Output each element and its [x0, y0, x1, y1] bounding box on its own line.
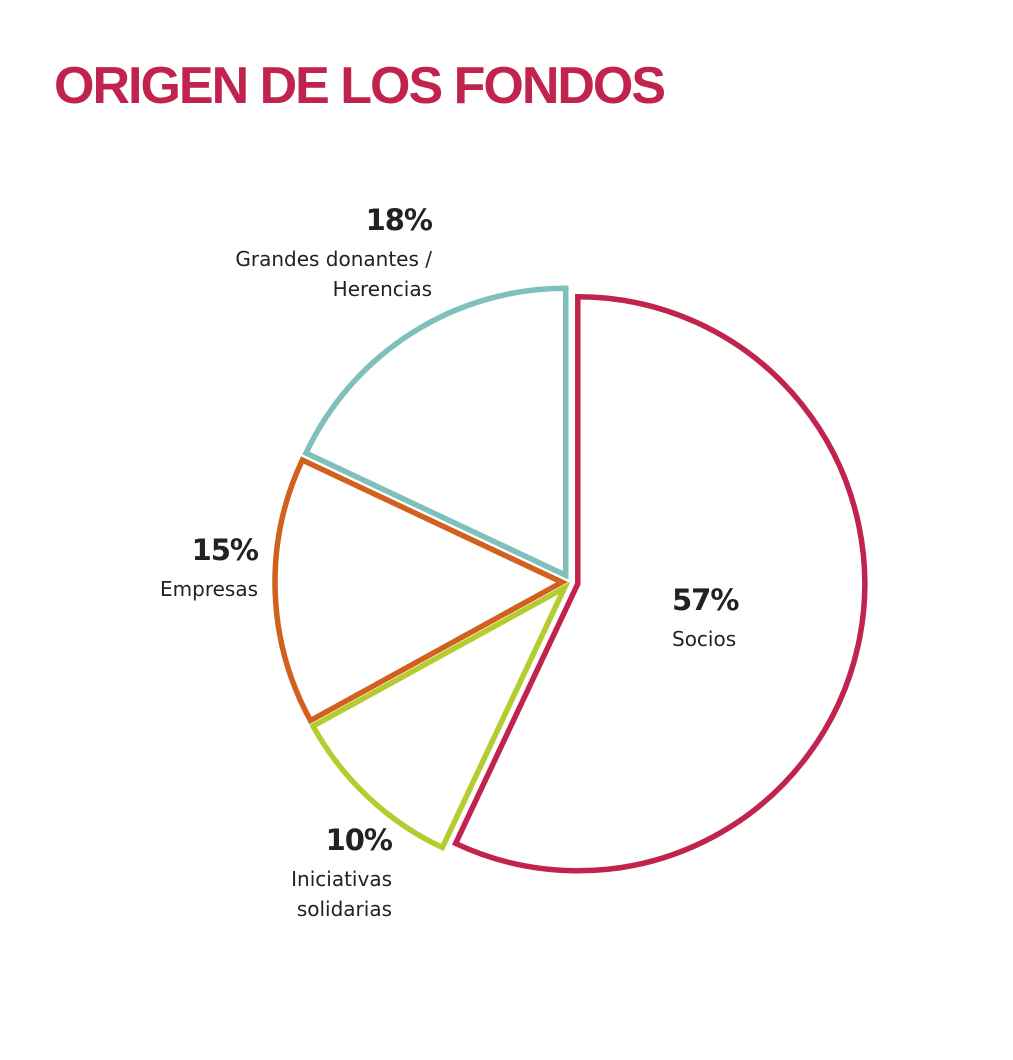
pie-slice	[309, 581, 571, 852]
pie-slice	[272, 456, 569, 725]
value-label: 10%	[325, 823, 393, 857]
value-label: 18%	[365, 203, 433, 237]
chart-title: ORIGEN DE LOS FONDOS	[54, 57, 666, 115]
value-label: 15%	[191, 533, 259, 567]
slice-label: 10% Iniciativas solidarias	[272, 822, 393, 924]
value-label: 57%	[672, 583, 739, 617]
category-label: Socios	[672, 627, 737, 651]
slice-label: 15% Empresas	[58, 532, 259, 604]
category-label: Empresas	[160, 577, 258, 601]
pie-slice	[451, 293, 868, 874]
slice-label: 18% Grandes donantes / Herencias	[217, 202, 433, 304]
pie-slice	[302, 285, 569, 580]
category-label: Iniciativas solidarias	[291, 867, 392, 921]
slice-label: 57% Socios	[672, 582, 872, 654]
category-label: Grandes donantes / Herencias	[235, 247, 432, 301]
